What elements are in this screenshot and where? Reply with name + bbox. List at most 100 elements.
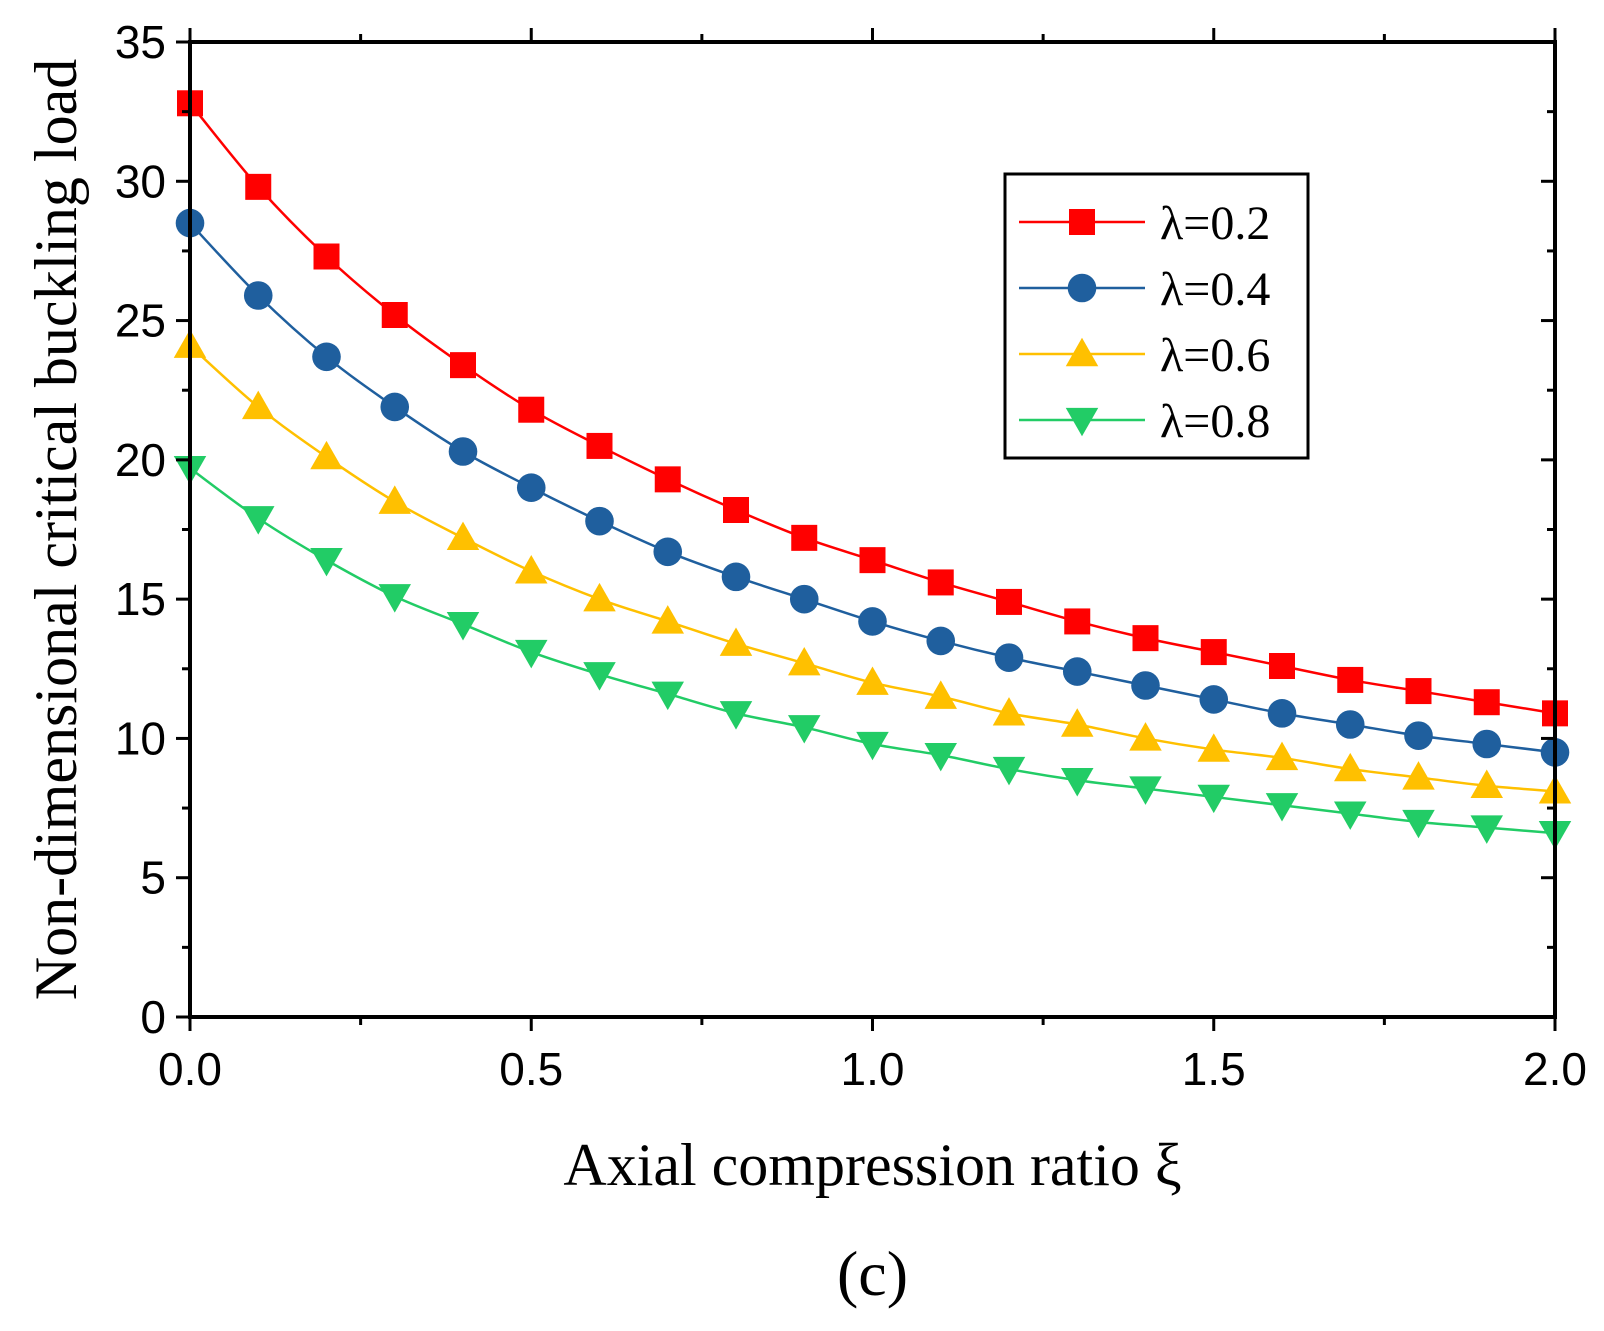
data-point [446, 612, 480, 641]
data-point [585, 506, 614, 536]
data-point [1129, 722, 1162, 751]
data-point [856, 666, 889, 695]
y-tick-label: 10 [115, 712, 166, 764]
data-point [1267, 699, 1297, 728]
data-point [1129, 776, 1162, 805]
data-point [380, 392, 410, 422]
legend-marker [1065, 407, 1099, 437]
data-point [1265, 793, 1299, 822]
data-point [586, 432, 613, 459]
data-point [859, 547, 886, 574]
data-point [926, 626, 956, 656]
data-point [1197, 733, 1230, 762]
data-point [1064, 608, 1091, 635]
series-4 [173, 456, 1572, 850]
legend-item: λ=0.4 [1019, 263, 1270, 316]
x-axis-title: Axial compression ratio ξ [563, 1132, 1181, 1198]
data-point [789, 584, 819, 614]
x-tick-label: 0.5 [499, 1043, 563, 1095]
data-point [378, 584, 411, 613]
data-point [515, 639, 548, 669]
data-point [1405, 678, 1432, 705]
legend-item: λ=0.8 [1019, 395, 1270, 448]
panel-label: (c) [837, 1238, 908, 1309]
legend-label: λ=0.4 [1160, 263, 1270, 316]
data-point [243, 281, 273, 310]
y-tick-label: 20 [115, 434, 166, 486]
data-point [788, 715, 821, 744]
data-point [312, 342, 341, 372]
data-point [721, 562, 751, 592]
data-point [583, 662, 616, 691]
data-point [719, 701, 753, 730]
data-point [1197, 784, 1230, 814]
legend-marker [1069, 209, 1095, 235]
data-point [450, 352, 476, 379]
x-tick-label: 2.0 [1523, 1043, 1587, 1095]
data-point [1061, 768, 1094, 797]
data-point [719, 627, 753, 656]
data-point [791, 524, 818, 551]
data-point [1337, 666, 1364, 693]
data-point [1404, 721, 1433, 750]
series-1 [177, 90, 1568, 727]
legend-label: λ=0.8 [1160, 395, 1270, 448]
data-point [381, 302, 408, 328]
series-2 [175, 208, 1570, 767]
x-tick-label: 1.0 [841, 1043, 905, 1095]
data-point [378, 485, 411, 514]
y-tick-label: 0 [140, 991, 166, 1043]
data-point [723, 497, 749, 523]
x-tick-label: 1.5 [1182, 1043, 1246, 1095]
data-point [1061, 708, 1094, 737]
data-point [1062, 657, 1092, 686]
data-point [1200, 639, 1227, 666]
data-point [515, 555, 548, 584]
legend-marker [1065, 337, 1099, 367]
data-point [924, 680, 957, 709]
y-tick-label: 30 [115, 155, 166, 207]
data-point [516, 473, 546, 503]
data-point [992, 756, 1026, 786]
ticks-layer: 0.0 0.5 1.0 1.5 2.0 0 5 10 15 20 25 30 35 [115, 16, 1587, 1095]
series-3 [173, 329, 1572, 804]
legend-marker [1067, 273, 1097, 303]
legend: λ=0.2 λ=0.4 λ=0.6 λ=0.8 [1003, 172, 1310, 460]
legend-label: λ=0.2 [1160, 197, 1270, 250]
data-point [1131, 671, 1160, 700]
data-point [856, 731, 889, 761]
data-point [992, 697, 1026, 726]
series-layer [173, 90, 1572, 850]
data-point [788, 646, 821, 676]
legend-item: λ=0.2 [1019, 197, 1270, 250]
x-tick-label: 0.0 [158, 1043, 222, 1095]
data-point [653, 537, 683, 567]
data-point [1132, 625, 1159, 652]
data-point [583, 582, 616, 612]
data-point [1470, 769, 1503, 798]
y-tick-label: 25 [115, 295, 166, 347]
data-point [1335, 710, 1365, 739]
data-point [927, 569, 954, 596]
y-tick-label: 15 [115, 573, 166, 625]
data-point [1472, 729, 1502, 759]
data-point [310, 547, 343, 577]
data-point [1265, 741, 1299, 771]
data-point [858, 607, 887, 636]
data-point [310, 440, 343, 470]
data-point [1470, 815, 1503, 844]
data-point [1199, 685, 1229, 714]
data-point [313, 243, 340, 270]
y-tick-label: 35 [115, 16, 166, 68]
data-point [1269, 653, 1295, 679]
plot-frame [188, 40, 1557, 1019]
data-point [1334, 801, 1367, 830]
data-point [518, 396, 545, 423]
y-tick-label: 5 [140, 852, 166, 904]
data-point [994, 643, 1024, 672]
data-point [1402, 761, 1435, 790]
data-point [448, 437, 478, 466]
y-axis-title: Non-dimensional critical buckling load [23, 59, 89, 1000]
legend-item: λ=0.6 [1019, 329, 1270, 382]
